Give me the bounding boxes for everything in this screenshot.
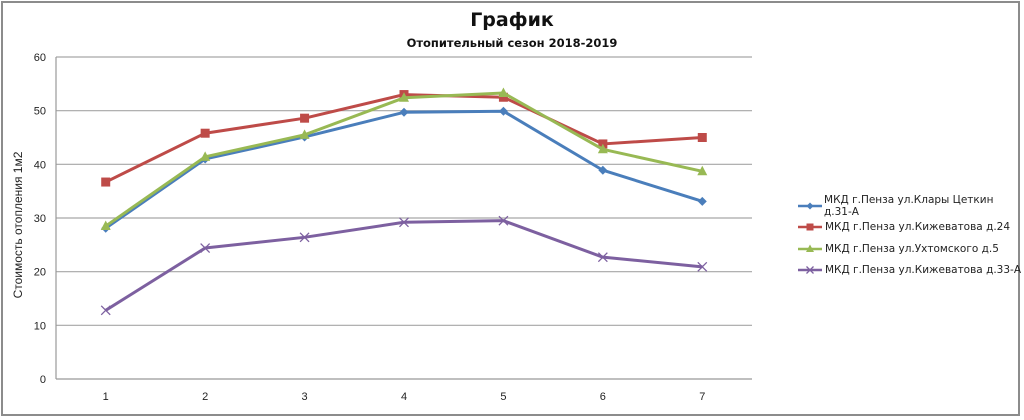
x-marker-icon	[806, 266, 814, 275]
x-tick-label: 2	[202, 391, 208, 403]
x-marker-icon	[100, 305, 111, 316]
y-tick-label: 0	[40, 374, 46, 386]
diamond-marker-icon	[498, 106, 508, 116]
legend-swatch-icon	[798, 244, 822, 252]
triangle-marker-icon	[100, 220, 111, 231]
x-marker-icon	[299, 232, 310, 243]
series-polyline	[104, 109, 703, 230]
diamond-marker-icon	[697, 196, 707, 206]
triangle-marker-icon	[597, 143, 608, 154]
y-tick-label: 10	[34, 320, 46, 332]
triangle-marker-icon	[399, 92, 409, 102]
legend-swatch-icon	[798, 223, 822, 231]
x-tick-label: 4	[401, 391, 407, 403]
y-tick-label: 40	[34, 159, 46, 171]
x-tick-label: 7	[699, 391, 705, 403]
legend-item: МКД г.Пенза ул.Кижеватова д.33-А	[797, 260, 1024, 282]
square-marker-icon	[300, 113, 310, 123]
x-tick-label: 1	[103, 391, 109, 403]
series-polyline	[105, 93, 703, 184]
triangle-marker-icon	[299, 129, 310, 139]
legend-label: МКД г.Пенза ул.Кижеватова д.24	[825, 221, 1011, 234]
legend-item: МКД г.Пенза ул.Ухтомского д.5	[797, 238, 1024, 260]
series-polyline	[104, 219, 703, 312]
x-marker-icon	[399, 217, 409, 228]
y-tick-label: 20	[34, 267, 46, 279]
triangle-marker-icon	[498, 87, 509, 97]
square-marker-icon	[498, 92, 508, 102]
square-marker-icon	[101, 177, 111, 187]
legend-label: МКД г.Пенза ул.Клары Цеткин д.31-А	[824, 193, 994, 218]
legend-item: МКД г.Пенза ул.Клары Цеткин д.31-А	[797, 193, 1024, 218]
chart-subtitle: Отопительный сезон 2018-2019	[406, 36, 618, 50]
x-marker-icon	[200, 243, 211, 254]
chart-legend: МКД г.Пенза ул.Клары Цеткин д.31-А МКД г.…	[797, 193, 1024, 282]
x-marker-icon	[597, 252, 608, 263]
x-marker-icon	[697, 261, 708, 272]
square-marker-icon	[697, 133, 707, 142]
legend-swatch-icon	[798, 202, 822, 210]
diamond-marker-icon	[399, 107, 409, 117]
x-marker-icon	[498, 215, 509, 226]
legend-label: МКД г.Пенза ул.Кижеватова д.33-А	[825, 264, 1021, 277]
legend-label: МКД г.Пенза ул.Ухтомского д.5	[825, 242, 999, 255]
triangle-marker-icon	[806, 244, 814, 252]
series-line	[101, 90, 707, 187]
legend-item: МКД г.Пенза ул.Кижеватова д.24	[797, 217, 1024, 239]
chart-title: График	[470, 9, 554, 31]
diamond-marker-icon	[806, 202, 814, 210]
series-line	[100, 215, 708, 316]
y-tick-label: 50	[34, 106, 46, 118]
square-marker-icon	[200, 128, 210, 138]
legend-swatch-icon	[798, 266, 822, 275]
triangle-marker-icon	[200, 151, 211, 161]
square-marker-icon	[806, 223, 814, 231]
x-tick-label: 5	[500, 391, 506, 403]
diamond-marker-icon	[598, 165, 608, 175]
y-tick-label: 30	[34, 213, 46, 225]
x-tick-label: 6	[600, 391, 606, 403]
series-line	[100, 87, 708, 231]
series-line	[101, 106, 707, 233]
y-tick-label: 60	[34, 52, 46, 64]
triangle-marker-icon	[697, 165, 708, 176]
x-tick-label: 3	[302, 391, 308, 403]
